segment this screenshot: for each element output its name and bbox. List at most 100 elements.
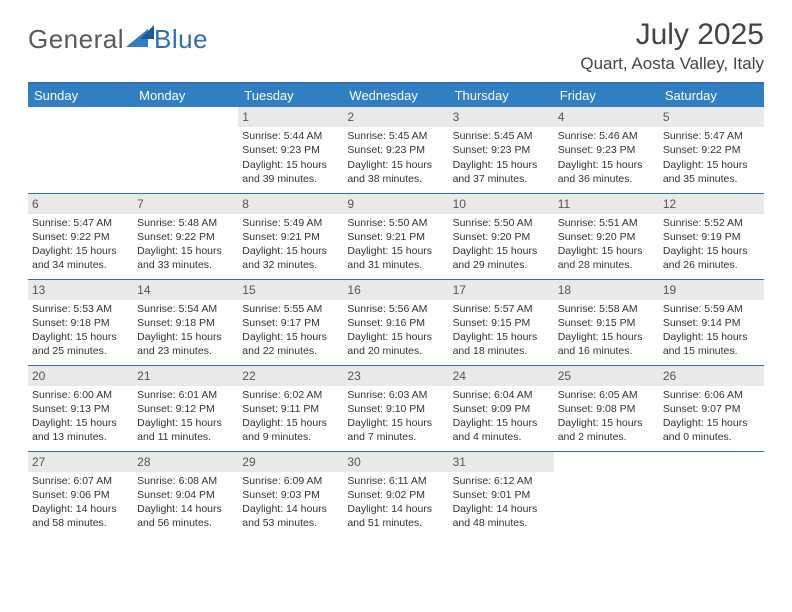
logo-text-a: General [28, 24, 124, 54]
calendar-day-cell: . [554, 451, 659, 537]
calendar-day-cell: 27 Sunrise: 6:07 AMSunset: 9:06 PMDayligh… [28, 451, 133, 537]
sunset-text: Sunset: 9:15 PM [558, 316, 655, 330]
calendar-day-cell: 19Sunrise: 5:59 AMSunset: 9:14 PMDayligh… [659, 279, 764, 365]
day-number: 18 [554, 280, 659, 300]
dl2-text: and 34 minutes. [32, 258, 129, 272]
sunrise-text: Sunrise: 5:57 AM [453, 302, 550, 316]
day-number: 12 [659, 194, 764, 214]
day-number: 22 [238, 366, 343, 386]
sunrise-text: Sunrise: 5:53 AM [32, 302, 129, 316]
sunrise-text: Sunrise: 6:08 AM [137, 474, 234, 488]
dl1-text: Daylight: 15 hours [663, 158, 760, 172]
day-number: 17 [449, 280, 554, 300]
calendar-day-cell: 18Sunrise: 5:58 AMSunset: 9:15 PMDayligh… [554, 279, 659, 365]
sunrise-text: Sunrise: 5:54 AM [137, 302, 234, 316]
calendar-day-cell: 10Sunrise: 5:50 AMSunset: 9:20 PMDayligh… [449, 193, 554, 279]
calendar-day-cell: 30Sunrise: 6:11 AMSunset: 9:02 PMDayligh… [343, 451, 448, 537]
sunset-text: Sunset: 9:07 PM [663, 402, 760, 416]
day-number: 14 [133, 280, 238, 300]
sunrise-text: Sunrise: 5:59 AM [663, 302, 760, 316]
title-block: July 2025 Quart, Aosta Valley, Italy [580, 18, 764, 74]
day-number: 6 [28, 194, 133, 214]
sunset-text: Sunset: 9:23 PM [558, 143, 655, 157]
dl2-text: and 36 minutes. [558, 172, 655, 186]
dl2-text: and 48 minutes. [453, 516, 550, 530]
calendar-week-row: 6Sunrise: 5:47 AMSunset: 9:22 PMDaylight… [28, 193, 764, 279]
sunset-text: Sunset: 9:08 PM [558, 402, 655, 416]
calendar-page: General Blue July 2025 Quart, Aosta Vall… [0, 0, 792, 537]
calendar-table: SundayMondayTuesdayWednesdayThursdayFrid… [28, 82, 764, 537]
day-number: 11 [554, 194, 659, 214]
dl1-text: Daylight: 15 hours [453, 330, 550, 344]
weekday-header: Monday [133, 83, 238, 107]
sunset-text: Sunset: 9:22 PM [137, 230, 234, 244]
day-number: 4 [554, 107, 659, 127]
day-number: 20 [28, 366, 133, 386]
day-number: 10 [449, 194, 554, 214]
dl2-text: and 4 minutes. [453, 430, 550, 444]
calendar-day-cell: 17Sunrise: 5:57 AMSunset: 9:15 PMDayligh… [449, 279, 554, 365]
day-number: 19 [659, 280, 764, 300]
dl1-text: Daylight: 14 hours [32, 502, 129, 516]
calendar-day-cell: 14Sunrise: 5:54 AMSunset: 9:18 PMDayligh… [133, 279, 238, 365]
dl2-text: and 18 minutes. [453, 344, 550, 358]
dl1-text: Daylight: 15 hours [663, 330, 760, 344]
sunset-text: Sunset: 9:22 PM [32, 230, 129, 244]
calendar-day-cell: 13Sunrise: 5:53 AMSunset: 9:18 PMDayligh… [28, 279, 133, 365]
month-title: July 2025 [580, 18, 764, 52]
sunset-text: Sunset: 9:06 PM [32, 488, 129, 502]
calendar-day-cell: 5Sunrise: 5:47 AMSunset: 9:22 PMDaylight… [659, 107, 764, 193]
sunrise-text: Sunrise: 6:04 AM [453, 388, 550, 402]
dl1-text: Daylight: 15 hours [32, 416, 129, 430]
calendar-day-cell: 25Sunrise: 6:05 AMSunset: 9:08 PMDayligh… [554, 365, 659, 451]
sunset-text: Sunset: 9:18 PM [32, 316, 129, 330]
dl2-text: and 37 minutes. [453, 172, 550, 186]
dl1-text: Daylight: 15 hours [453, 158, 550, 172]
calendar-day-cell: 23Sunrise: 6:03 AMSunset: 9:10 PMDayligh… [343, 365, 448, 451]
dl1-text: Daylight: 15 hours [347, 416, 444, 430]
sunrise-text: Sunrise: 5:51 AM [558, 216, 655, 230]
dl2-text: and 25 minutes. [32, 344, 129, 358]
dl2-text: and 58 minutes. [32, 516, 129, 530]
sunset-text: Sunset: 9:18 PM [137, 316, 234, 330]
day-number: 21 [133, 366, 238, 386]
dl2-text: and 51 minutes. [347, 516, 444, 530]
sunrise-text: Sunrise: 5:52 AM [663, 216, 760, 230]
sunset-text: Sunset: 9:16 PM [347, 316, 444, 330]
calendar-week-row: 20Sunrise: 6:00 AMSunset: 9:13 PMDayligh… [28, 365, 764, 451]
dl2-text: and 23 minutes. [137, 344, 234, 358]
sunset-text: Sunset: 9:20 PM [558, 230, 655, 244]
sunrise-text: Sunrise: 6:09 AM [242, 474, 339, 488]
dl1-text: Daylight: 15 hours [32, 330, 129, 344]
calendar-day-cell: 21Sunrise: 6:01 AMSunset: 9:12 PMDayligh… [133, 365, 238, 451]
sunset-text: Sunset: 9:23 PM [242, 143, 339, 157]
dl1-text: Daylight: 15 hours [453, 416, 550, 430]
sunset-text: Sunset: 9:13 PM [32, 402, 129, 416]
calendar-day-cell: 8Sunrise: 5:49 AMSunset: 9:21 PMDaylight… [238, 193, 343, 279]
sunrise-text: Sunrise: 6:07 AM [32, 474, 129, 488]
day-number: 26 [659, 366, 764, 386]
dl1-text: Daylight: 15 hours [663, 416, 760, 430]
logo: General Blue [28, 24, 208, 55]
dl2-text: and 0 minutes. [663, 430, 760, 444]
weekday-header: Wednesday [343, 83, 448, 107]
dl2-text: and 26 minutes. [663, 258, 760, 272]
calendar-day-cell: 29Sunrise: 6:09 AMSunset: 9:03 PMDayligh… [238, 451, 343, 537]
sunset-text: Sunset: 9:01 PM [453, 488, 550, 502]
sunset-text: Sunset: 9:20 PM [453, 230, 550, 244]
sunset-text: Sunset: 9:21 PM [347, 230, 444, 244]
day-number: 28 [133, 452, 238, 472]
calendar-header-row: SundayMondayTuesdayWednesdayThursdayFrid… [28, 83, 764, 107]
dl1-text: Daylight: 15 hours [347, 158, 444, 172]
dl1-text: Daylight: 15 hours [242, 244, 339, 258]
sunrise-text: Sunrise: 5:49 AM [242, 216, 339, 230]
day-number: 27 [28, 452, 133, 472]
calendar-day-cell: 2Sunrise: 5:45 AMSunset: 9:23 PMDaylight… [343, 107, 448, 193]
calendar-week-row: ..1Sunrise: 5:44 AMSunset: 9:23 PMDaylig… [28, 107, 764, 193]
day-number: 24 [449, 366, 554, 386]
sunrise-text: Sunrise: 6:06 AM [663, 388, 760, 402]
dl2-text: and 9 minutes. [242, 430, 339, 444]
dl1-text: Daylight: 15 hours [242, 158, 339, 172]
dl2-text: and 15 minutes. [663, 344, 760, 358]
sunset-text: Sunset: 9:09 PM [453, 402, 550, 416]
